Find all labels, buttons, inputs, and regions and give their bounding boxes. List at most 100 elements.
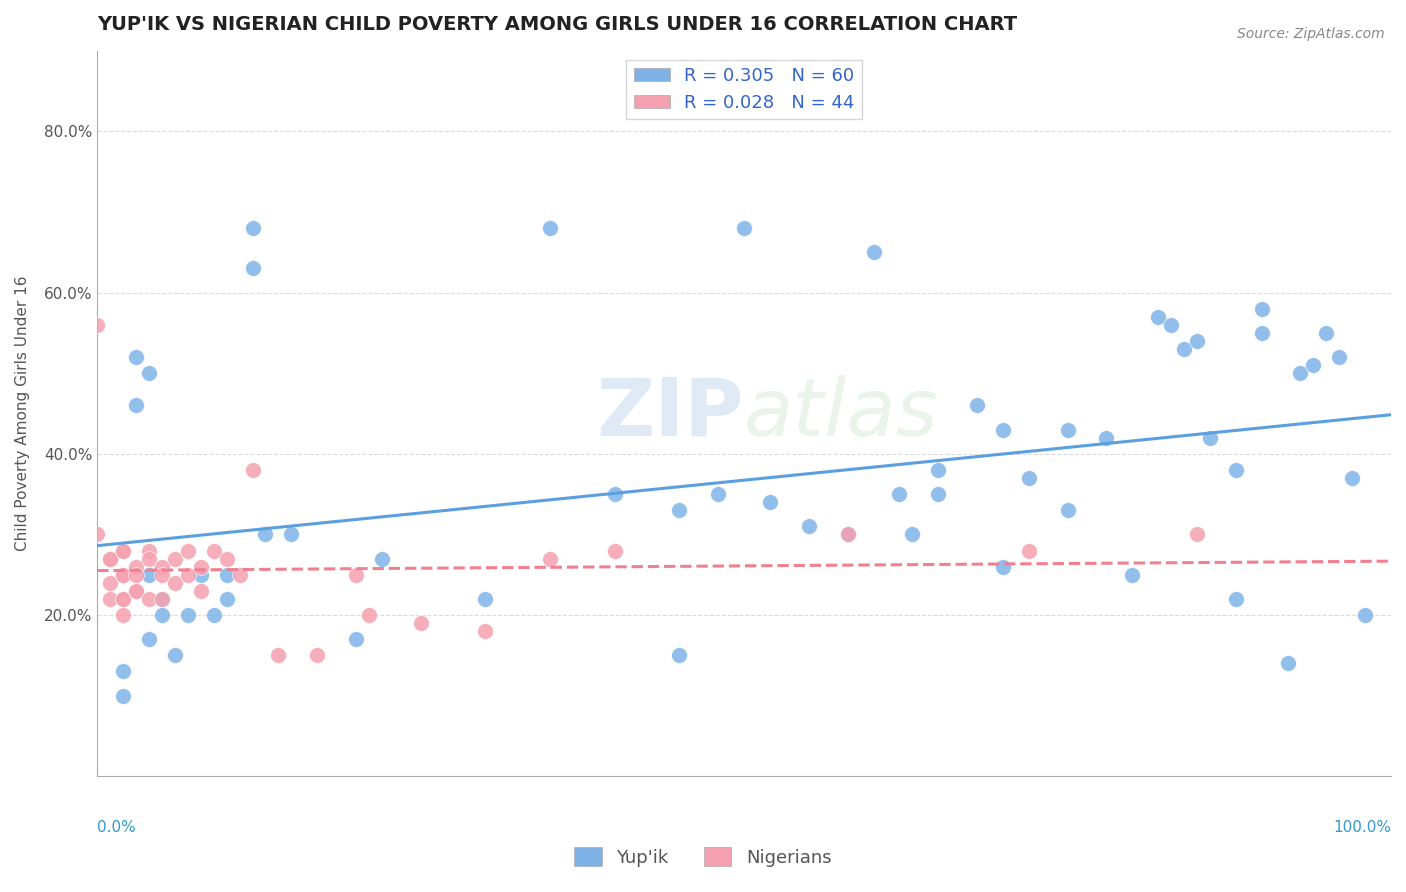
Point (707, 487, 730, 501)
Point (190, 559, 212, 574)
Point (177, 567, 200, 582)
Text: atlas: atlas (744, 375, 939, 452)
Legend: R = 0.305   N = 60, R = 0.028   N = 44: R = 0.305 N = 60, R = 0.028 N = 44 (627, 60, 862, 120)
Point (837, 527, 859, 541)
Point (991, 559, 1014, 574)
Point (86, 527, 108, 541)
Point (125, 583, 148, 598)
Point (1185, 334, 1208, 348)
Point (150, 607, 173, 622)
Point (242, 261, 264, 276)
Point (98, 591, 121, 606)
Text: Source: ZipAtlas.com: Source: ZipAtlas.com (1237, 27, 1385, 41)
Point (215, 591, 238, 606)
Point (202, 607, 225, 622)
Point (1250, 326, 1272, 340)
Point (733, 221, 755, 235)
Point (1277, 657, 1299, 671)
Point (125, 399, 148, 413)
Legend: Yup'ik, Nigerians: Yup'ik, Nigerians (567, 840, 839, 874)
Point (125, 583, 148, 598)
Text: YUP'IK VS NIGERIAN CHILD POVERTY AMONG GIRLS UNDER 16 CORRELATION CHART: YUP'IK VS NIGERIAN CHILD POVERTY AMONG G… (97, 15, 1018, 34)
Point (242, 221, 264, 235)
Point (1173, 342, 1195, 356)
Point (538, 221, 561, 235)
Point (1329, 350, 1351, 364)
Point (138, 632, 160, 647)
Point (98, 575, 121, 590)
Point (1018, 471, 1040, 485)
Point (307, 648, 329, 663)
Point (112, 607, 135, 622)
Point (1095, 431, 1118, 445)
Text: 0.0%: 0.0% (97, 820, 136, 835)
Point (1160, 318, 1182, 332)
Point (1185, 527, 1208, 541)
Point (242, 463, 264, 477)
Point (889, 487, 911, 501)
Point (797, 519, 820, 533)
Point (98, 551, 121, 566)
Point (927, 487, 949, 501)
Point (125, 567, 148, 582)
Point (901, 527, 924, 541)
Point (150, 591, 173, 606)
Point (138, 567, 160, 582)
Point (112, 567, 135, 582)
Point (202, 543, 225, 558)
Point (1289, 366, 1312, 380)
Point (112, 591, 135, 606)
Point (1250, 301, 1272, 316)
Point (1302, 358, 1324, 372)
Point (474, 591, 496, 606)
Point (112, 543, 135, 558)
Point (112, 689, 135, 703)
Point (862, 245, 884, 260)
Point (1354, 607, 1376, 622)
Point (112, 543, 135, 558)
Point (371, 551, 394, 566)
Point (150, 559, 173, 574)
Point (190, 567, 212, 582)
Point (1199, 431, 1222, 445)
Point (86, 318, 108, 332)
Point (280, 527, 302, 541)
Point (1018, 543, 1040, 558)
Point (344, 567, 367, 582)
Text: ZIP: ZIP (598, 375, 744, 452)
Point (1147, 310, 1170, 324)
Point (1225, 463, 1247, 477)
Point (138, 591, 160, 606)
Point (538, 551, 561, 566)
Point (177, 543, 200, 558)
Point (991, 423, 1014, 437)
Y-axis label: Child Poverty Among Girls Under 16: Child Poverty Among Girls Under 16 (15, 276, 30, 551)
Point (125, 559, 148, 574)
Point (837, 527, 859, 541)
Point (125, 350, 148, 364)
Point (215, 551, 238, 566)
Point (190, 583, 212, 598)
Point (344, 632, 367, 647)
Point (1225, 591, 1247, 606)
Point (112, 665, 135, 679)
Point (150, 567, 173, 582)
Point (163, 551, 186, 566)
Point (1121, 567, 1143, 582)
Point (668, 503, 690, 517)
Point (150, 591, 173, 606)
Point (98, 551, 121, 566)
Point (409, 615, 432, 630)
Point (1056, 503, 1078, 517)
Point (759, 495, 782, 509)
Point (357, 607, 380, 622)
Point (112, 567, 135, 582)
Point (603, 487, 626, 501)
Point (966, 399, 988, 413)
Point (1315, 326, 1337, 340)
Point (163, 648, 186, 663)
Point (138, 543, 160, 558)
Point (927, 463, 949, 477)
Point (215, 567, 238, 582)
Point (668, 648, 690, 663)
